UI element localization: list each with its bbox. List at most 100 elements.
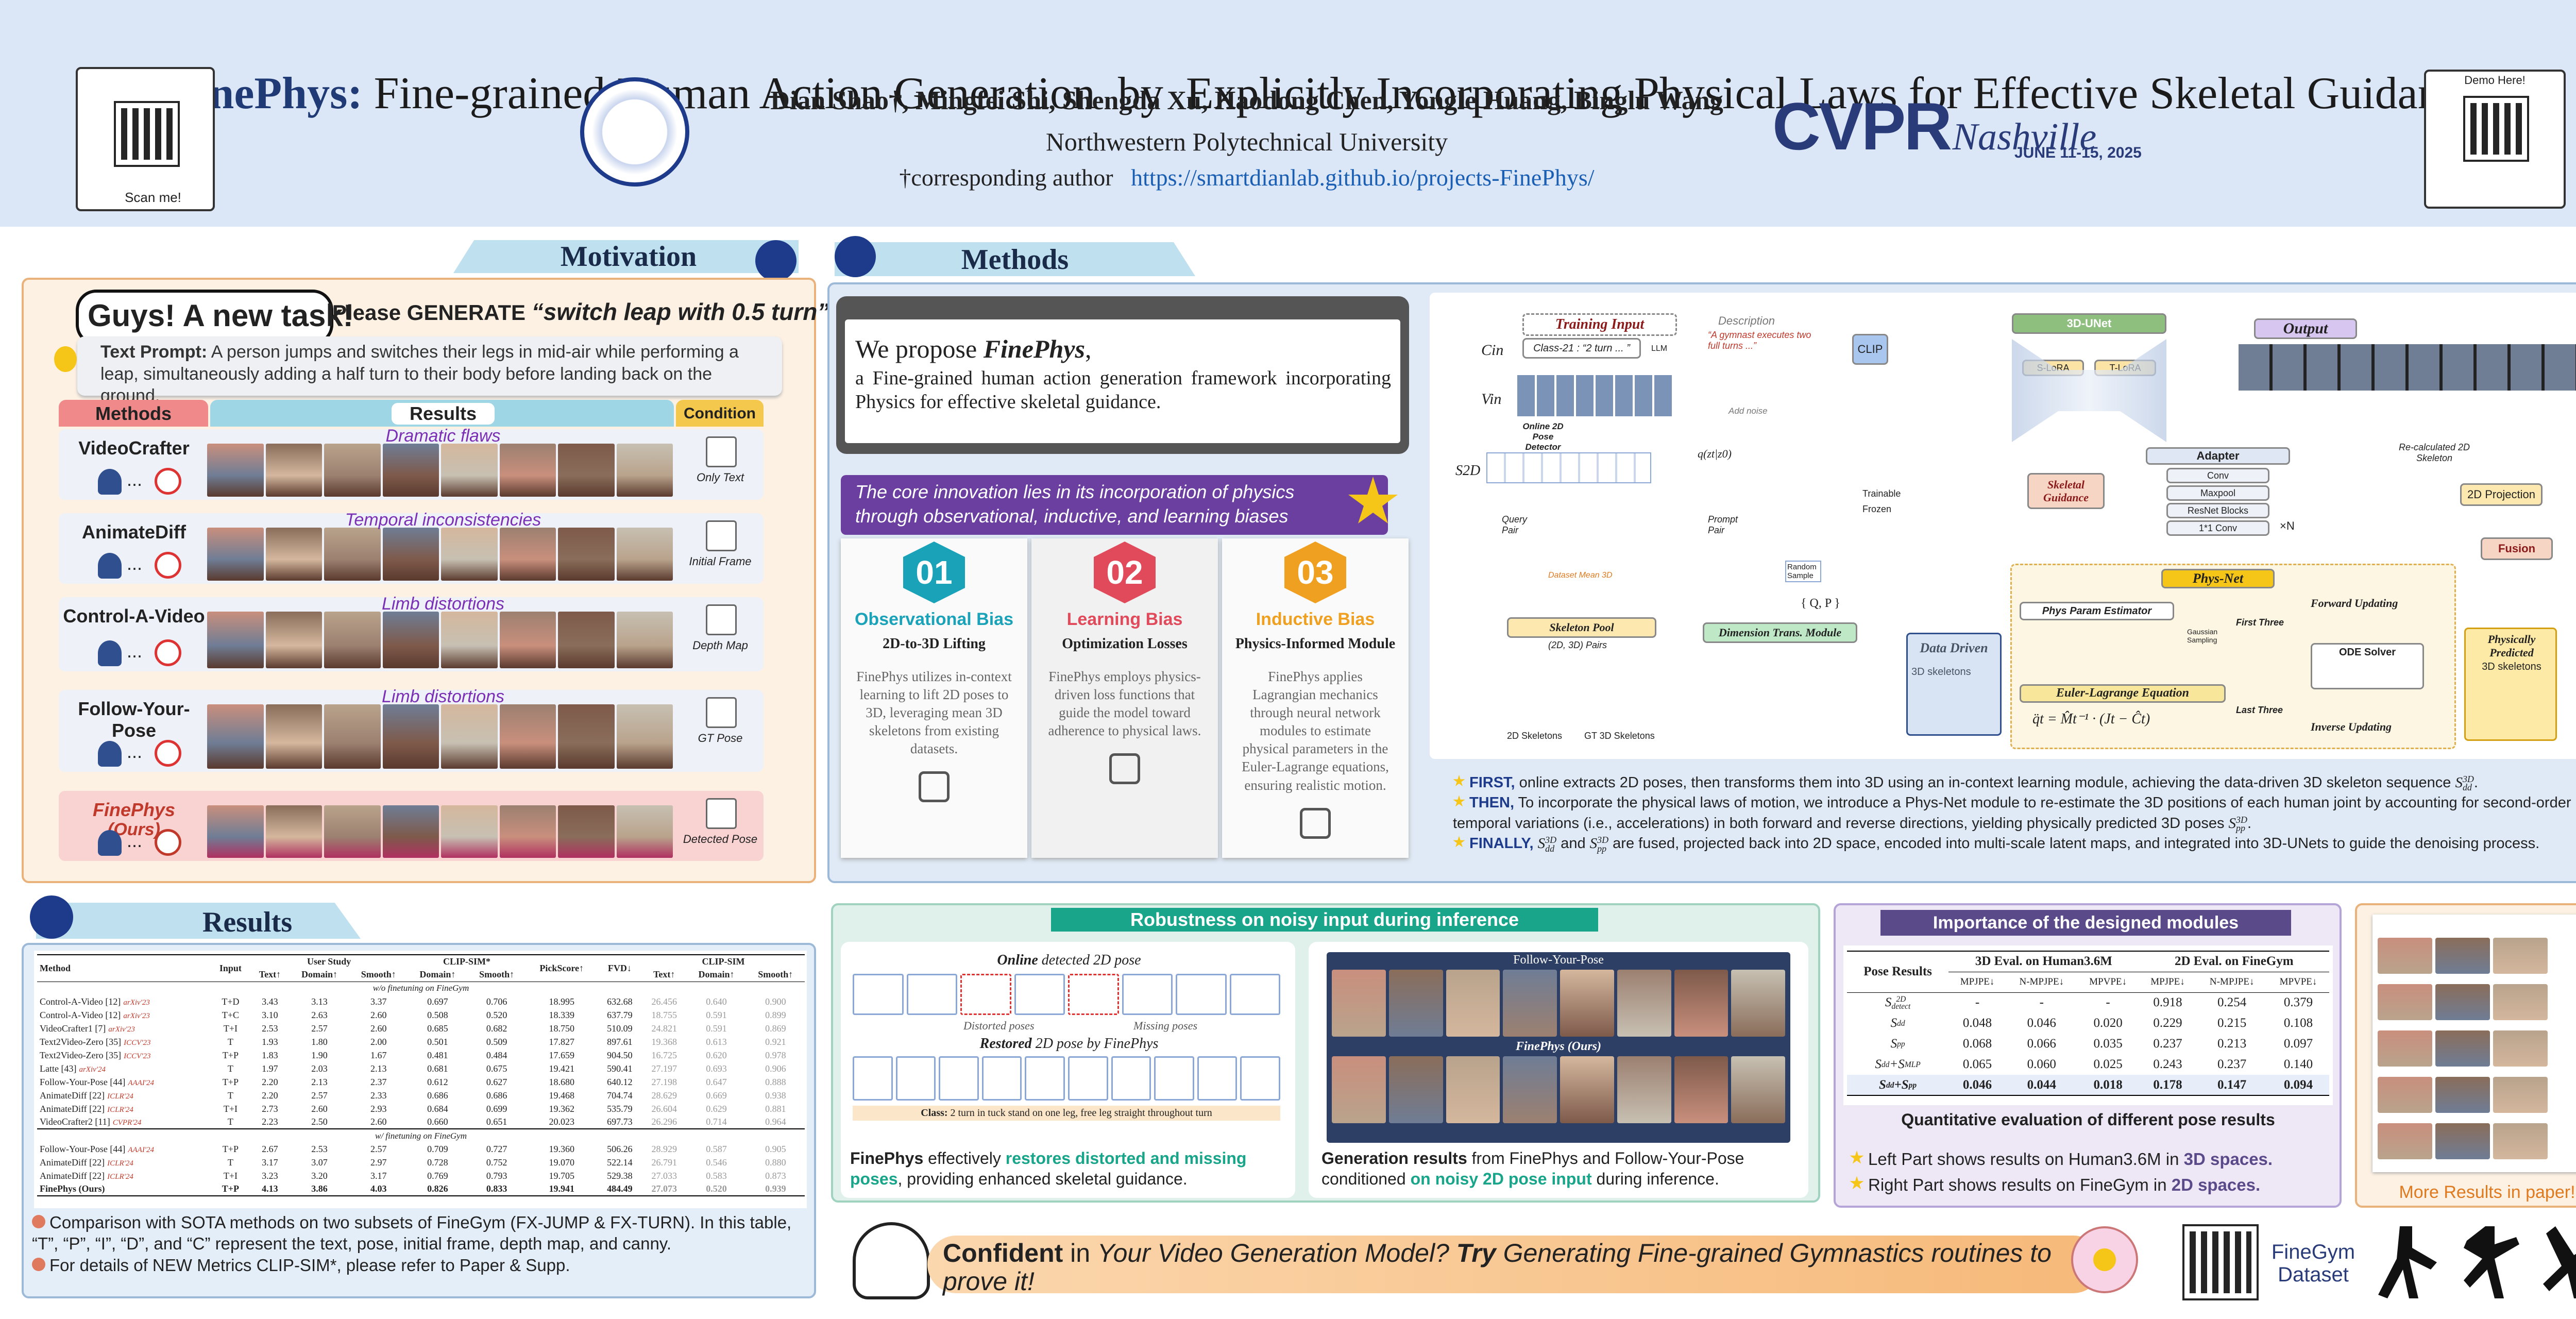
- corresponding: †corresponding author: [899, 164, 1113, 191]
- pose-frame: [853, 974, 904, 1015]
- value-cell: 2.00: [370, 1036, 387, 1047]
- table-row: Latte [43] arXiv'24 T 1.97 2.03 2.13 0.681 0.67…: [37, 1062, 805, 1075]
- value-cell: 3.43: [262, 996, 278, 1007]
- note-emph: 2D spaces.: [2171, 1175, 2261, 1194]
- propose: We propose FinePhys,: [855, 334, 1391, 364]
- forward: Forward Updating: [2311, 597, 2398, 610]
- video-frame: [499, 805, 556, 858]
- bias-name: Observational Bias: [854, 610, 1013, 629]
- value-cell: 637.79: [607, 1009, 633, 1020]
- value-cell: 0.094: [2283, 1077, 2313, 1092]
- math-symbol: S: [1890, 1037, 1897, 1051]
- detector: Online 2D Pose Detector: [1522, 421, 1564, 452]
- math-sup: 3D: [2462, 774, 2474, 785]
- value-cell: 0.243: [2153, 1057, 2182, 1071]
- times-n: ×N: [2280, 519, 2295, 532]
- value-cell: 0.178: [2153, 1077, 2182, 1092]
- header-cell: Domain↑: [698, 969, 735, 980]
- input-cell: T+P: [222, 1076, 239, 1087]
- value-cell: 2.60: [370, 1117, 387, 1127]
- frame-strip: [2378, 984, 2548, 1020]
- value-cell: 0.685: [427, 1023, 448, 1034]
- math-sub: pp: [1597, 843, 1607, 854]
- section-title: Methods: [961, 244, 1069, 276]
- video-frame: [265, 805, 322, 858]
- value-cell: 2.03: [311, 1063, 328, 1074]
- value-cell: 0.660: [427, 1117, 448, 1127]
- section-name: w/ finetuning on FineGym: [375, 1130, 467, 1141]
- input-cell: T+I: [223, 1170, 238, 1181]
- video-frame: [2435, 984, 2490, 1020]
- venue: ICLR'24: [107, 1159, 133, 1168]
- value-cell: 904.50: [607, 1050, 633, 1060]
- ode: ODE Solver: [2311, 643, 2424, 689]
- value-cell: 0.035: [2093, 1037, 2123, 1051]
- left-caption: FinePhys effectively restores distorted …: [850, 1148, 1293, 1189]
- header-cell: N-MPJPE↓: [2209, 976, 2255, 987]
- header-cell: CLIP-SIM: [702, 956, 745, 967]
- value-cell: 484.49: [607, 1183, 633, 1194]
- face-icon: [155, 639, 181, 666]
- header-cell: FVD↓: [607, 962, 632, 973]
- generate-line: Please GENERATE “switch leap with 0.5 tu…: [332, 298, 829, 326]
- video-frame: [1388, 1056, 1443, 1123]
- header-cell: Domain↑: [419, 969, 456, 980]
- header-cell: MPJPE↓: [2150, 976, 2185, 987]
- math-symbol: S: [1537, 835, 1546, 852]
- frame-strip: [2378, 1123, 2548, 1159]
- qr-code: [2182, 1224, 2259, 1300]
- value-cell: 19.362: [549, 1103, 574, 1114]
- value-cell: 18.995: [549, 996, 574, 1007]
- math-sub: dd: [1897, 1019, 1905, 1028]
- condition-label: Detected Pose: [683, 833, 758, 845]
- header-cell: Input: [219, 962, 242, 973]
- header-cell: Text↑: [259, 969, 281, 980]
- phys-pred: Physically Predicted: [2487, 633, 2536, 659]
- frame-strip: [207, 805, 673, 858]
- propose-lead: We propose: [855, 334, 984, 363]
- value-cell: 1.67: [370, 1050, 387, 1060]
- header-cell: Domain↑: [301, 969, 337, 980]
- motivation-tab: [453, 240, 799, 273]
- university-logo: [580, 77, 689, 187]
- value-cell: 18.339: [549, 1009, 574, 1020]
- table-row: AnimateDiff [22] ICLR'24 T+I 2.73 2.60 2.93 0.…: [37, 1102, 805, 1115]
- propose-name: FinePhys: [983, 334, 1085, 363]
- video-frame: [616, 528, 673, 581]
- flower-icon: [2071, 1226, 2138, 1293]
- method-name: Follow-Your-Pose [44]: [40, 1076, 126, 1087]
- video-frame: [499, 444, 556, 497]
- value-cell: -: [2106, 995, 2110, 1010]
- step: FIRST, online extracts 2D poses, then tr…: [1453, 773, 2576, 793]
- method-cell: AnimateDiff [22] ICLR'24: [37, 1156, 211, 1169]
- venue: arXiv'23: [123, 998, 150, 1007]
- video-frame: [2435, 1030, 2490, 1067]
- modules-caption: Quantitative evaluation of different pos…: [1901, 1110, 2275, 1129]
- video-frame: [207, 805, 264, 858]
- math-sup: 3D: [2236, 815, 2247, 825]
- method-name: VideoCrafter2 [11]: [40, 1117, 110, 1127]
- flower-bullet: [32, 1215, 45, 1228]
- prompt: Prompt Pair: [1708, 514, 1738, 535]
- frame-strip: [207, 612, 673, 668]
- header-condition: [676, 400, 764, 427]
- value-cell: 0.826: [427, 1183, 448, 1194]
- table-row: S 2D detect - - -0.918 0.254 0.379: [1847, 992, 2329, 1013]
- value-cell: 19.421: [549, 1063, 574, 1074]
- prompt: Text Prompt: A person jumps and switches…: [100, 341, 775, 407]
- ghost-icon: [853, 1222, 930, 1299]
- video-frame: [558, 444, 615, 497]
- value-cell: 3.17: [370, 1170, 387, 1181]
- project-url[interactable]: https://smartdianlab.github.io/projects-…: [1131, 164, 1595, 191]
- condition-icon: [706, 697, 737, 728]
- banner-text: Confident in Your Video Generation Model…: [943, 1239, 2097, 1296]
- value-cell: 0.686: [486, 1090, 507, 1101]
- method-name: AnimateDiff [22]: [40, 1170, 105, 1181]
- video-frame: [2493, 938, 2548, 974]
- value-cell: 0.046: [2027, 1016, 2056, 1030]
- step-end: .: [2247, 815, 2252, 832]
- math-scripts: dd: [1882, 1061, 1890, 1069]
- class-label: Class:: [921, 1107, 948, 1119]
